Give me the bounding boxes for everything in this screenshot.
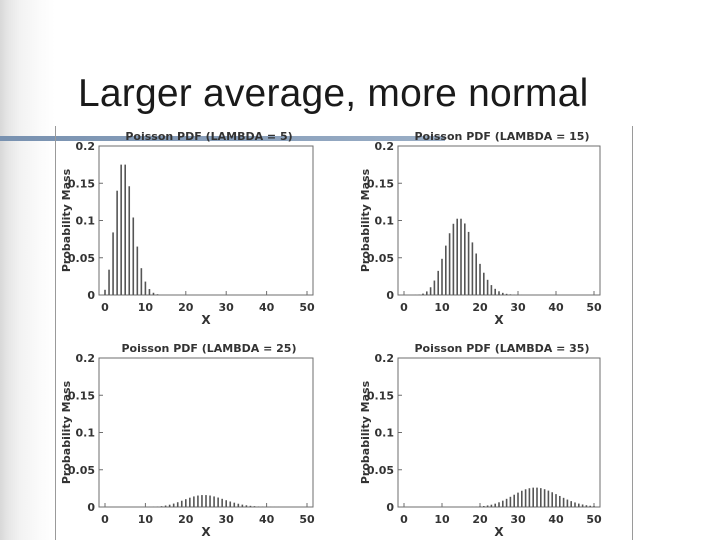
chart-4-x-tick-label: 20 [472, 513, 488, 526]
chart-2-y-axis-label: Probability Mass [359, 168, 372, 272]
chart-3-y-axis-label: Probability Mass [60, 380, 73, 484]
chart-2-y-tick-label: 0.1 [375, 215, 395, 228]
chart-1-y-axis-label: Probability Mass [60, 168, 73, 272]
chart-3-title: Poisson PDF (LAMBDA = 25) [122, 342, 297, 355]
chart-1-x-tick-label: 20 [178, 301, 194, 314]
chart-1-x-axis-label: X [201, 313, 211, 327]
chart-4-x-tick-label: 40 [548, 513, 564, 526]
chart-4-axis-box [397, 357, 601, 508]
chart-4-y-tick-label: 0.2 [375, 352, 395, 365]
chart-4-x-axis-label: X [494, 525, 504, 539]
chart-2-axis-box [397, 145, 601, 296]
chart-1-y-tick-label: 0.05 [68, 252, 95, 265]
chart-4-y-tick-label: 0.15 [367, 389, 394, 402]
chart-2-x-tick-label: 10 [434, 301, 450, 314]
chart-3-x-axis-label: X [201, 525, 211, 539]
chart-4-x-tick-label: 0 [400, 513, 408, 526]
chart-1-axis-box [98, 145, 314, 296]
chart-1-y-tick-label: 0 [87, 289, 95, 302]
chart-1-x-tick-label: 30 [219, 301, 235, 314]
chart-4-x-tick-label: 30 [510, 513, 526, 526]
chart-1-y-tick-label: 0.1 [76, 215, 96, 228]
chart-2-x-tick-label: 20 [472, 301, 488, 314]
chart-2-x-tick-label: 0 [400, 301, 408, 314]
chart-2-x-tick-label: 30 [510, 301, 526, 314]
chart-2-title: Poisson PDF (LAMBDA = 15) [415, 130, 590, 143]
chart-3-x-tick-label: 30 [219, 513, 235, 526]
chart-4-y-tick-label: 0.05 [367, 464, 394, 477]
chart-3-y-tick-label: 0.15 [68, 389, 95, 402]
chart-4-y-tick-label: 0.1 [375, 427, 395, 440]
chart-4-x-tick-label: 50 [586, 513, 602, 526]
chart-2-x-tick-label: 40 [548, 301, 564, 314]
chart-4-y-axis-label: Probability Mass [359, 380, 372, 484]
chart-2-y-tick-label: 0 [386, 289, 394, 302]
chart-2-y-tick-label: 0.15 [367, 177, 394, 190]
chart-4-y-tick-label: 0 [386, 501, 394, 514]
chart-2-x-tick-label: 50 [586, 301, 602, 314]
chart-4-title: Poisson PDF (LAMBDA = 35) [415, 342, 590, 355]
figure-frame [55, 126, 633, 540]
chart-1-title: Poisson PDF (LAMBDA = 5) [125, 130, 292, 143]
chart-3-x-tick-label: 0 [101, 513, 109, 526]
chart-2-x-axis-label: X [494, 313, 504, 327]
title-underline-rule [0, 136, 445, 141]
chart-3-x-tick-label: 20 [178, 513, 194, 526]
slide-title: Larger average, more normal [78, 72, 589, 115]
chart-1-y-tick-label: 0.15 [68, 177, 95, 190]
chart-1-x-tick-label: 40 [259, 301, 275, 314]
chart-3-axis-box [98, 357, 314, 508]
chart-3-y-tick-label: 0.05 [68, 464, 95, 477]
chart-3-x-tick-label: 50 [299, 513, 315, 526]
chart-3-x-tick-label: 40 [259, 513, 275, 526]
chart-2-y-tick-label: 0.2 [375, 140, 395, 153]
chart-1-x-tick-label: 0 [101, 301, 109, 314]
chart-2-y-tick-label: 0.05 [367, 252, 394, 265]
slide-left-gradient [0, 0, 55, 540]
chart-3-y-tick-label: 0.2 [76, 352, 96, 365]
chart-1-y-tick-label: 0.2 [76, 140, 96, 153]
chart-3-y-tick-label: 0 [87, 501, 95, 514]
chart-3-y-tick-label: 0.1 [76, 427, 96, 440]
chart-1-x-tick-label: 10 [138, 301, 154, 314]
chart-4-x-tick-label: 10 [434, 513, 450, 526]
chart-1-x-tick-label: 50 [299, 301, 315, 314]
chart-3-x-tick-label: 10 [138, 513, 154, 526]
